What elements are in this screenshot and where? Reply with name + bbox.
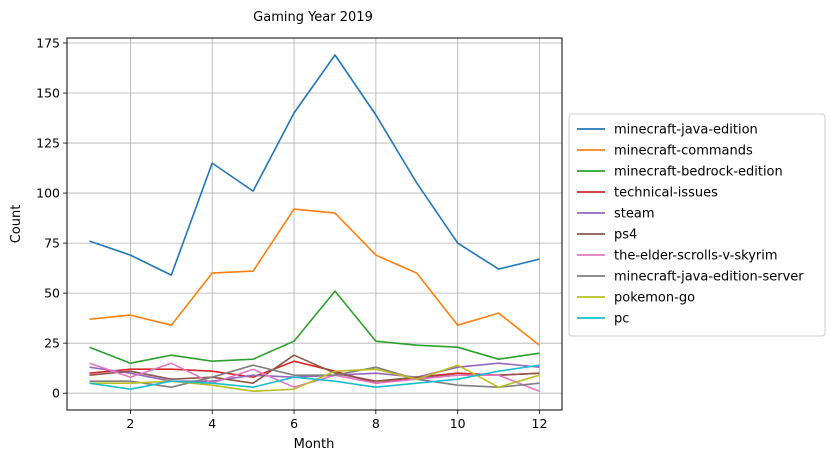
series-line-the-elder-scrolls-v-skyrim <box>89 362 540 392</box>
legend-label-technical-issues: technical-issues <box>614 186 718 201</box>
y-tick-label: 0 <box>52 386 60 401</box>
y-tick-label: 150 <box>36 86 60 101</box>
x-tick-label: 10 <box>450 416 466 431</box>
legend-label-minecraft-java-edition: minecraft-java-edition <box>614 123 758 138</box>
grid-lines <box>67 38 562 410</box>
series-line-minecraft-java-edition-server <box>89 364 540 389</box>
legend-label-pokemon-go: pokemon-go <box>614 291 695 306</box>
y-tick-label: 125 <box>36 136 60 151</box>
series-lines <box>89 54 540 393</box>
x-tick-label: 6 <box>290 416 298 431</box>
series-line-steam <box>89 362 540 383</box>
y-axis-ticks: 0 25 50 75 100 125 150 175 <box>36 36 67 401</box>
legend-label-the-elder-scrolls-v-skyrim: the-elder-scrolls-v-skyrim <box>614 249 778 264</box>
legend-label-steam: steam <box>614 207 655 222</box>
x-tick-label: 4 <box>208 416 216 431</box>
x-tick-label: 8 <box>372 416 380 431</box>
series-line-minecraft-commands <box>89 208 540 346</box>
series-line-minecraft-bedrock-edition <box>89 290 540 365</box>
y-tick-label: 25 <box>44 336 60 351</box>
y-tick-label: 100 <box>36 186 60 201</box>
plot-frame <box>66 37 563 411</box>
y-tick-label: 75 <box>44 236 60 251</box>
legend-label-minecraft-bedrock-edition: minecraft-bedrock-edition <box>614 165 783 180</box>
x-axis-label: Month <box>294 437 335 452</box>
series-line-pokemon-go <box>89 364 540 393</box>
x-tick-label: 12 <box>532 416 548 431</box>
x-tick-label: 2 <box>126 416 134 431</box>
chart-title: Gaming Year 2019 <box>253 10 373 25</box>
legend-box <box>568 113 826 337</box>
y-tick-label: 175 <box>36 36 60 51</box>
legend-label-minecraft-java-edition-server: minecraft-java-edition-server <box>614 270 804 285</box>
legend-label-minecraft-commands: minecraft-commands <box>614 144 753 159</box>
legend-label-pc: pc <box>614 312 629 327</box>
y-tick-label: 50 <box>44 286 60 301</box>
series-line-minecraft-java-edition <box>89 54 540 276</box>
legend-label-ps4: ps4 <box>614 228 637 243</box>
series-line-technical-issues <box>89 360 540 385</box>
x-axis-ticks: 2 4 6 8 10 12 <box>126 410 547 431</box>
y-axis-label: Count <box>9 205 24 244</box>
legend: minecraft-java-edition minecraft-commands… <box>568 113 826 337</box>
series-line-pc <box>89 364 540 391</box>
